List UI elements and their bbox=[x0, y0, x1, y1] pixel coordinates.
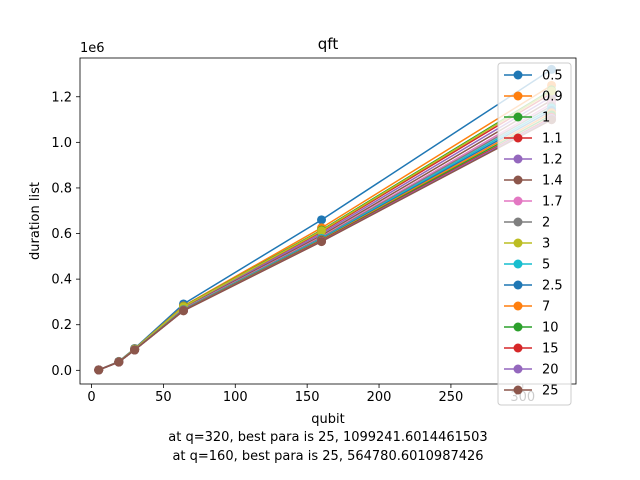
y-tick-label: 0.4 bbox=[51, 273, 72, 288]
legend-marker bbox=[513, 238, 523, 248]
x-tick-label: 50 bbox=[155, 390, 172, 405]
legend-label: 25 bbox=[542, 384, 559, 399]
y-axis-offset-label: 1e6 bbox=[80, 41, 105, 56]
legend-marker bbox=[513, 322, 523, 332]
data-point bbox=[130, 345, 140, 355]
x-tick-label: 200 bbox=[367, 390, 392, 405]
data-point bbox=[317, 237, 327, 247]
legend-item: 25 bbox=[504, 384, 559, 399]
legend-item: 1 bbox=[504, 111, 550, 126]
x-tick-label: 0 bbox=[87, 390, 95, 405]
legend-item: 1.1 bbox=[504, 132, 563, 147]
y-tick-label: 0.0 bbox=[51, 364, 72, 379]
legend-label: 15 bbox=[542, 342, 559, 357]
legend-label: 1.1 bbox=[542, 132, 563, 147]
y-tick-label: 1.2 bbox=[51, 90, 72, 105]
legend-label: 0.9 bbox=[542, 90, 563, 105]
legend: 0.5 0.9 1 1.1 1.2 1.4 1.7 2 3 5 2.5 7 10 15 20 25 bbox=[497, 62, 572, 406]
x-axis-label: qubit bbox=[311, 412, 344, 427]
legend-marker bbox=[513, 70, 523, 80]
legend-box bbox=[497, 62, 572, 406]
legend-label: 1.4 bbox=[542, 174, 563, 189]
x-tick-label: 150 bbox=[295, 390, 320, 405]
annotation-q320: at q=320, best para is 25, 1099241.60144… bbox=[168, 430, 487, 445]
legend-item: 2 bbox=[504, 216, 550, 231]
legend-marker bbox=[513, 112, 523, 122]
legend-item: 0.9 bbox=[504, 90, 563, 105]
legend-marker bbox=[513, 91, 523, 101]
data-point bbox=[317, 215, 327, 225]
legend-label: 2.5 bbox=[542, 279, 563, 294]
y-tick-label: 0.8 bbox=[51, 181, 72, 196]
data-point bbox=[317, 226, 327, 236]
legend-label: 3 bbox=[542, 237, 550, 252]
data-point bbox=[94, 365, 104, 375]
legend-marker bbox=[513, 364, 523, 374]
chart-title: qft bbox=[318, 35, 339, 53]
data-point bbox=[179, 306, 189, 316]
annotation-q160: at q=160, best para is 25, 564780.601098… bbox=[172, 449, 483, 464]
x-tick-label: 250 bbox=[439, 390, 464, 405]
legend-marker bbox=[513, 385, 523, 395]
legend-marker bbox=[513, 196, 523, 206]
y-axis-label: duration list bbox=[28, 182, 43, 260]
legend-item: 2.5 bbox=[504, 279, 563, 294]
y-tick-label: 0.6 bbox=[51, 227, 72, 242]
legend-item: 5 bbox=[504, 258, 550, 273]
legend-item: 1.2 bbox=[504, 153, 563, 168]
legend-item: 1.4 bbox=[504, 174, 563, 189]
legend-label: 1 bbox=[542, 111, 550, 126]
legend-marker bbox=[513, 343, 523, 353]
legend-marker bbox=[513, 217, 523, 227]
axes-frame bbox=[79, 57, 577, 385]
legend-item: 15 bbox=[504, 342, 559, 357]
data-point bbox=[114, 357, 124, 367]
legend-marker bbox=[513, 259, 523, 269]
legend-label: 7 bbox=[542, 300, 550, 315]
legend-item: 7 bbox=[504, 300, 550, 315]
legend-label: 10 bbox=[542, 321, 559, 336]
legend-item: 20 bbox=[504, 363, 559, 378]
legend-marker bbox=[513, 301, 523, 311]
legend-marker bbox=[513, 133, 523, 143]
legend-item: 3 bbox=[504, 237, 550, 252]
y-tick-label: 1.0 bbox=[51, 136, 72, 151]
legend-label: 2 bbox=[542, 216, 550, 231]
legend-item: 0.5 bbox=[504, 69, 563, 84]
legend-label: 0.5 bbox=[542, 69, 563, 84]
y-tick-label: 0.2 bbox=[51, 318, 72, 333]
legend-marker bbox=[513, 280, 523, 290]
legend-label: 1.7 bbox=[542, 195, 563, 210]
legend-item: 10 bbox=[504, 321, 559, 336]
legend-label: 1.2 bbox=[542, 153, 563, 168]
legend-marker bbox=[513, 175, 523, 185]
x-tick-label: 100 bbox=[223, 390, 248, 405]
legend-label: 20 bbox=[542, 363, 559, 378]
legend-marker bbox=[513, 154, 523, 164]
legend-item: 1.7 bbox=[504, 195, 563, 210]
legend-label: 5 bbox=[542, 258, 550, 273]
